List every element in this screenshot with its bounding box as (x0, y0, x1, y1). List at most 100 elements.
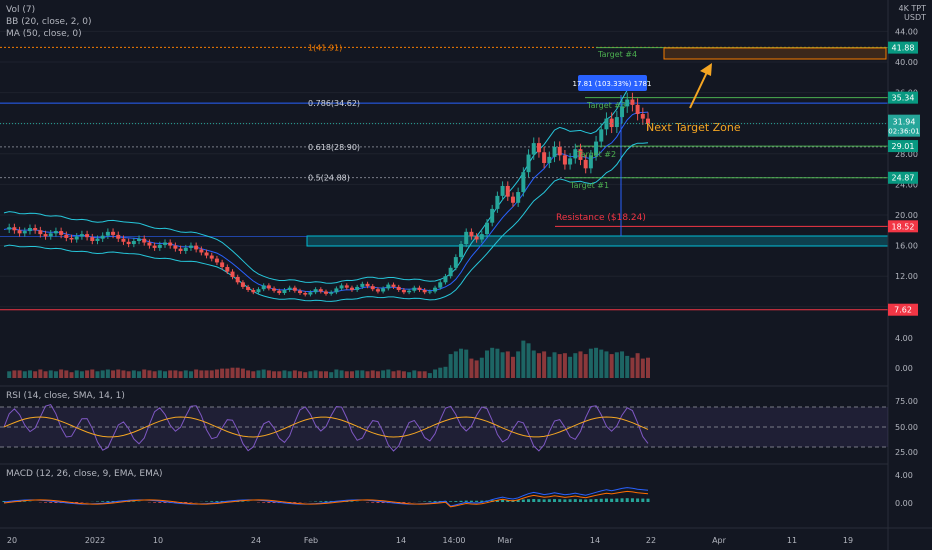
candle-body (375, 289, 380, 292)
candle-body (448, 267, 453, 277)
volume-bar (90, 369, 95, 378)
volume-bar (59, 369, 64, 378)
macd-histogram (153, 502, 157, 503)
candle-body (121, 238, 126, 242)
volume-bar (324, 371, 328, 378)
price-badge (888, 91, 918, 104)
candle-body (526, 154, 531, 173)
chart-labels: Target #4 Target #3 Target #2 Target #1 Next… (556, 50, 741, 223)
volume-bar (412, 370, 417, 378)
candle-body (17, 230, 22, 234)
rsi-legend[interactable]: RSI (14, close, SMA, 14, 1) (6, 391, 125, 401)
candle-body (48, 233, 53, 237)
volume-bar (121, 370, 126, 378)
x-tick-label: 14 (396, 536, 406, 545)
candle-body (542, 152, 547, 163)
candle-body (64, 234, 69, 238)
candle-body (329, 292, 334, 294)
price-badge-label: 35.34 (892, 94, 915, 103)
candle-body (485, 222, 489, 235)
volume-bar (287, 371, 292, 378)
volume-bar (573, 353, 578, 378)
candle-body (90, 237, 95, 242)
candle-body (630, 99, 635, 105)
y-tick-label: 24.00 (895, 180, 918, 189)
macd-histogram (547, 499, 551, 502)
volume-bar (500, 352, 505, 378)
candle-body (427, 291, 432, 293)
volume-bar (516, 351, 521, 378)
volume-bar (282, 370, 287, 378)
volume-bar (313, 370, 318, 378)
volume-bar (594, 347, 599, 378)
price-badge-label: 41.88 (892, 44, 915, 53)
volume-bar (568, 356, 573, 378)
macd-histogram (54, 502, 58, 503)
fib-label: 0.786(34.62) (308, 99, 360, 108)
macd-histogram (428, 501, 432, 502)
y-tick-label: 12.00 (895, 272, 918, 281)
candle-body (183, 247, 188, 251)
legend-vol[interactable]: Vol (7) (6, 5, 36, 15)
candle-body (131, 241, 136, 245)
macd-histogram (527, 499, 531, 502)
volume-bar (111, 370, 116, 378)
candle-body (365, 283, 370, 287)
macd-histogram (469, 500, 473, 502)
candle-body (256, 289, 261, 293)
macd-legend[interactable]: MACD (12, 26, close, 9, EMA, EMA) (6, 469, 163, 479)
resistance-label: Resistance ($18.24) (556, 213, 646, 223)
candle-body (157, 244, 162, 248)
bollinger-bands (3, 80, 649, 302)
bb-lower (3, 142, 649, 302)
candle-body (277, 290, 282, 294)
volume-bar (266, 370, 271, 378)
macd-histogram (433, 501, 437, 502)
volume-bar (277, 371, 282, 378)
x-tick-label: 22 (646, 536, 656, 545)
volume-bar (225, 368, 230, 378)
volume-bar (22, 371, 27, 378)
macd-histogram (573, 499, 577, 502)
candle-body (43, 234, 48, 237)
candle-body (578, 149, 583, 160)
candle-body (53, 231, 58, 234)
price-badge (888, 303, 918, 316)
candle-body (417, 287, 422, 290)
candle-body (594, 141, 599, 156)
candle-body (521, 172, 526, 193)
currency-unit: 4K TPT USDT (899, 4, 926, 22)
candle-body (79, 234, 84, 237)
rsi-tick-label: 50.00 (895, 423, 918, 432)
candle-body (230, 271, 235, 277)
volume-bar (27, 370, 32, 378)
volume-tick-label: 4.00 (895, 334, 913, 343)
candle-body (324, 291, 328, 294)
macd-histogram (215, 501, 219, 502)
x-tick-label: 24 (251, 536, 261, 545)
grid-lines (0, 30, 888, 308)
candle-body (568, 158, 573, 165)
volume-bar (614, 352, 619, 378)
candle-body (220, 262, 225, 268)
fib-label: 1(41.91) (308, 43, 342, 52)
volume-bar (298, 371, 303, 378)
fib-label: 0.618(28.90) (308, 143, 360, 152)
volume-bar (583, 354, 588, 378)
volume-bar (521, 340, 526, 378)
volume-bar (401, 371, 406, 378)
volume-bar (157, 370, 162, 378)
legend-ma[interactable]: MA (50, close, 0) (6, 29, 82, 39)
x-tick-label: 20 (7, 536, 17, 545)
volume-bar (256, 370, 261, 378)
legend-bb[interactable]: BB (20, close, 2, 0) (6, 17, 92, 27)
macd-histogram (563, 499, 567, 502)
macd-histogram (210, 501, 214, 502)
volume-bar (116, 369, 121, 378)
candle-body (588, 155, 593, 169)
candle-body (116, 234, 121, 239)
candle-body (240, 282, 245, 287)
volume-bar (375, 371, 380, 378)
volume-bar (246, 370, 251, 378)
